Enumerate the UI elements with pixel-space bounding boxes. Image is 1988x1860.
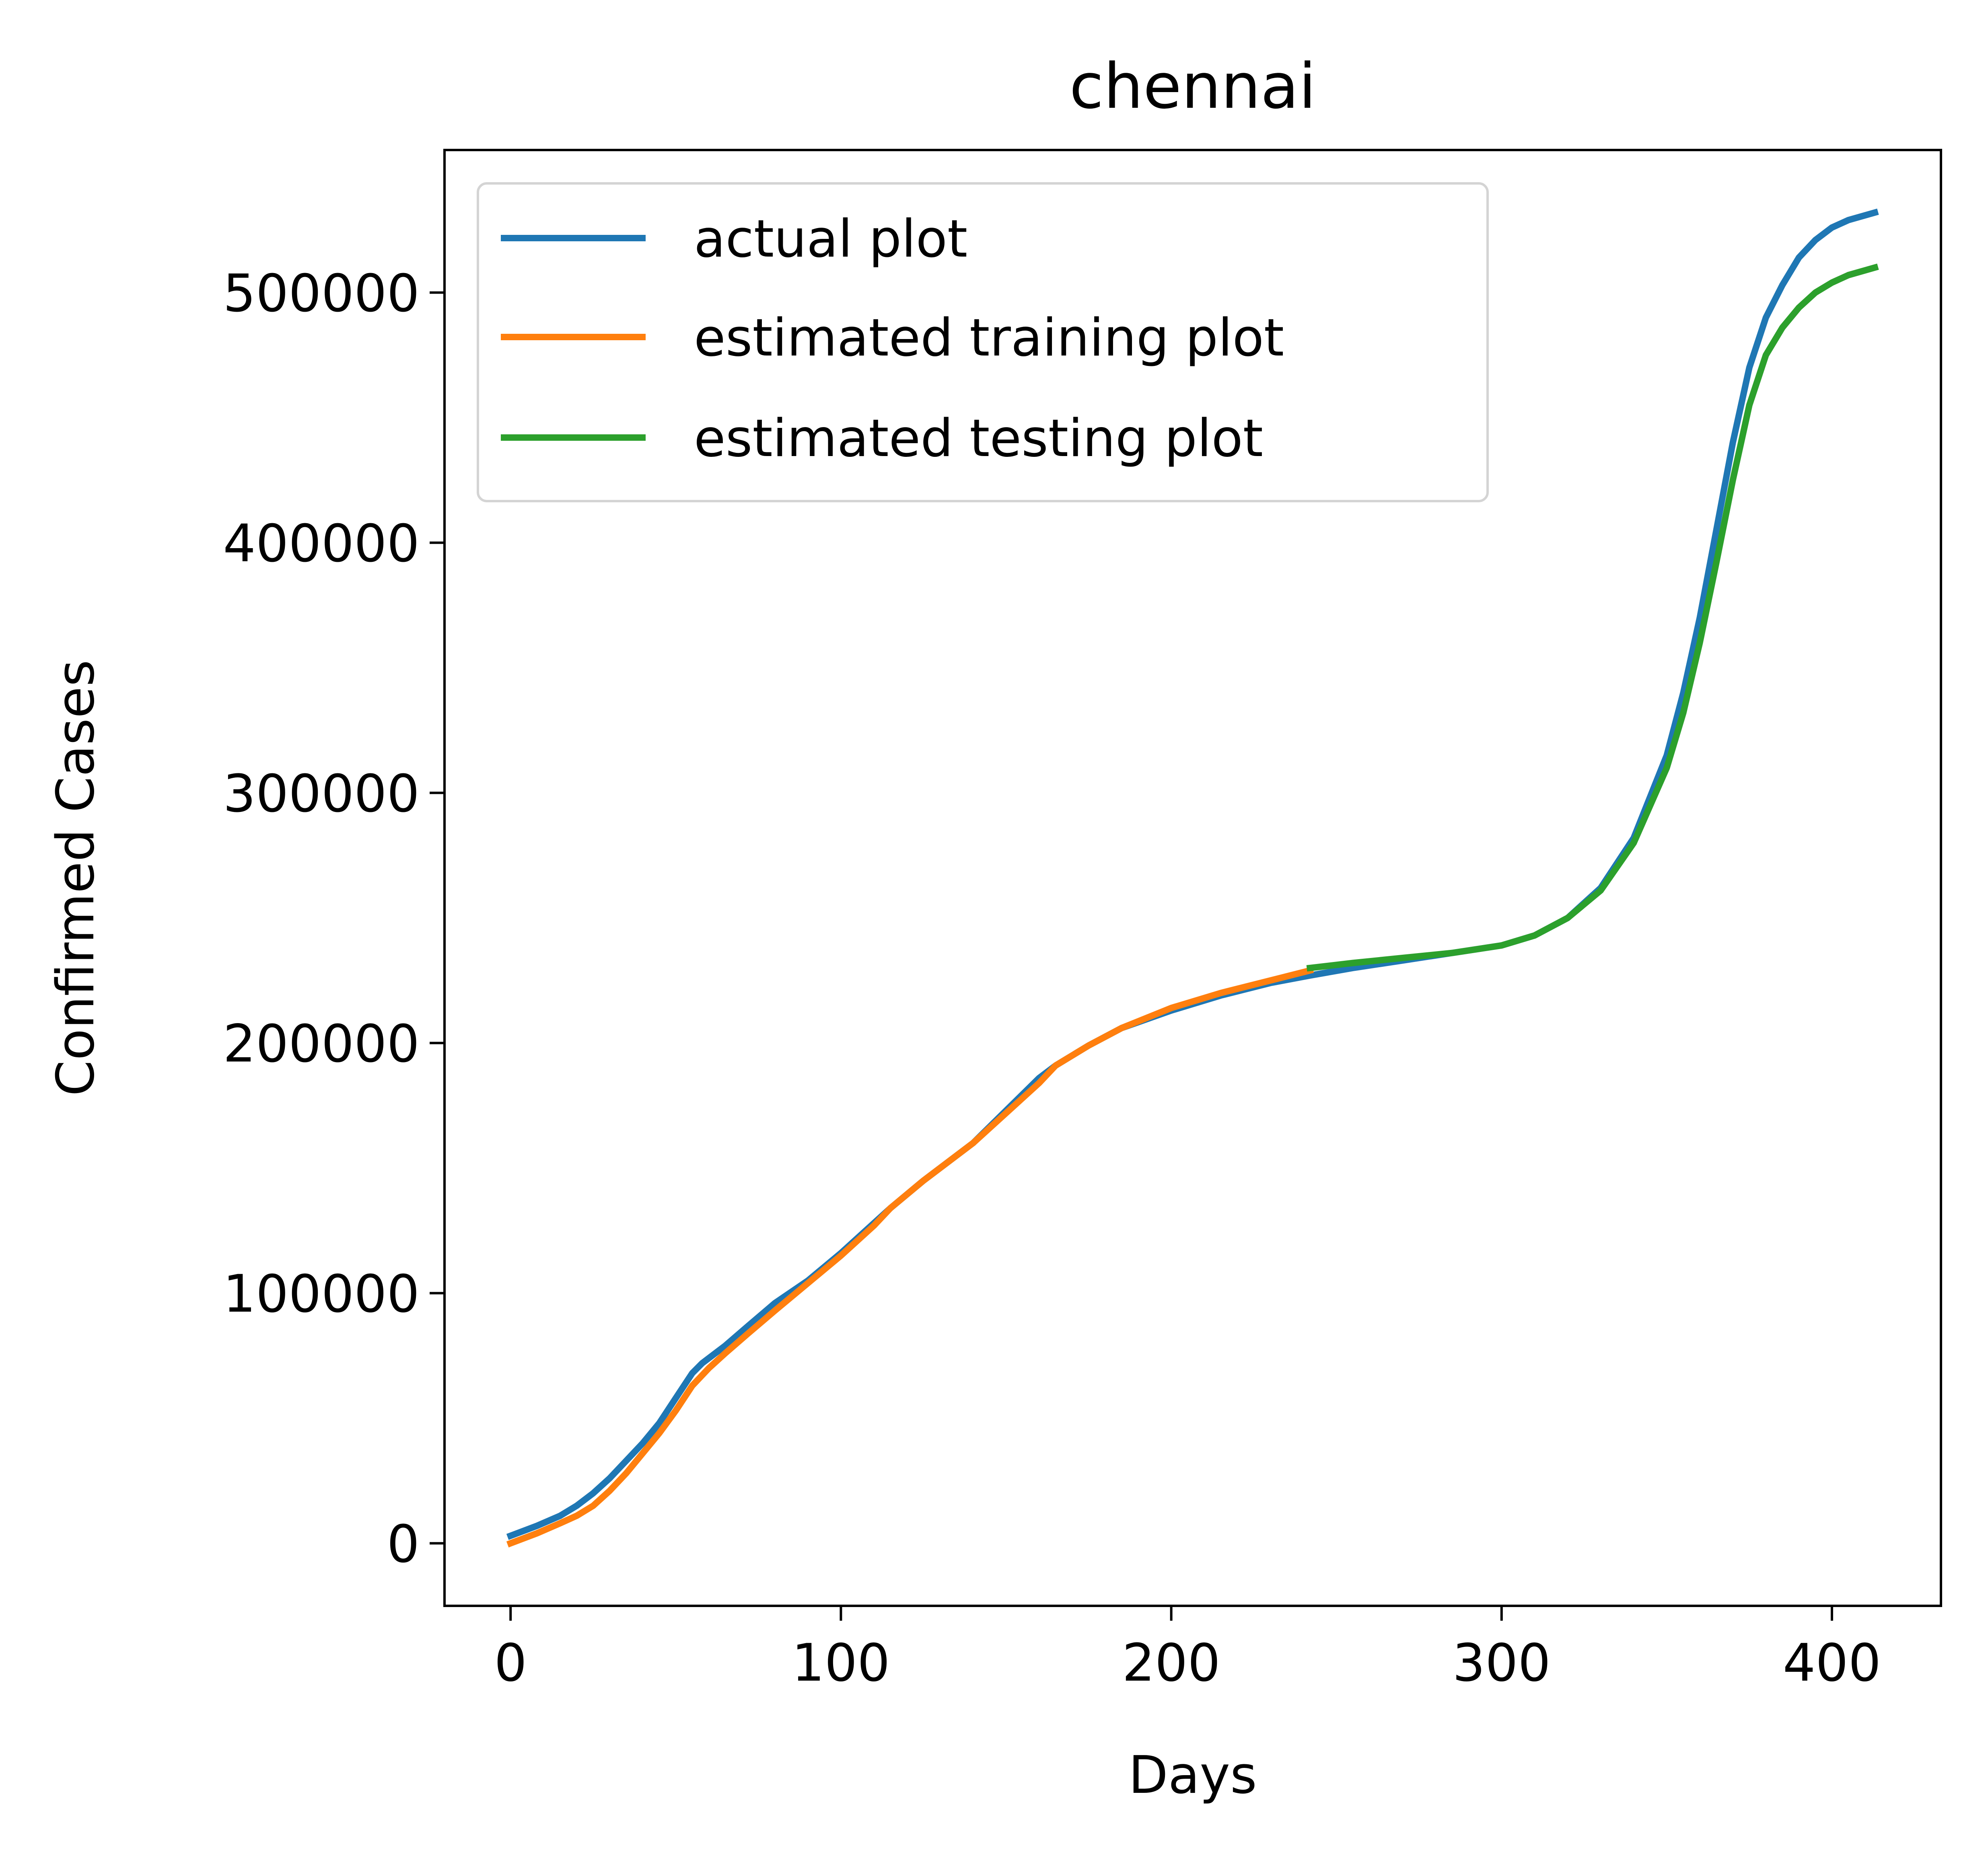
legend-label-3: estimated testing plot [694,409,1263,469]
series-line-3 [1306,263,1879,972]
y-tick-label: 0 [387,1515,420,1574]
y-tick-label: 200000 [223,1014,420,1074]
y-tick-label: 400000 [223,514,420,574]
x-tick-label: 400 [1783,1633,1881,1693]
x-axis: 0 100 200 300 400 [494,1606,1881,1693]
legend-label-2: estimated training plot [694,308,1284,368]
series-line-2 [506,966,1314,1548]
plot-frame [443,149,1942,1607]
y-tick-label: 500000 [223,264,420,324]
y-axis-label: Confirmed Cases [46,660,106,1096]
legend-label-1: actual plot [694,209,967,269]
legend-box [477,182,1489,502]
series-layer [506,208,1879,1548]
x-tick-label: 0 [494,1633,527,1693]
x-tick-label: 300 [1453,1633,1551,1693]
x-tick-label: 100 [792,1633,890,1693]
y-axis: 0 100000 200000 300000 400000 500000 [223,264,445,1574]
x-tick-label: 200 [1122,1633,1220,1693]
chart-title: chennai [1069,50,1316,123]
y-tick-label: 100000 [223,1264,420,1324]
x-axis-label: Days [1128,1745,1257,1805]
legend: actual plot estimated training plot estima… [477,182,1489,502]
y-tick-label: 300000 [223,764,420,824]
